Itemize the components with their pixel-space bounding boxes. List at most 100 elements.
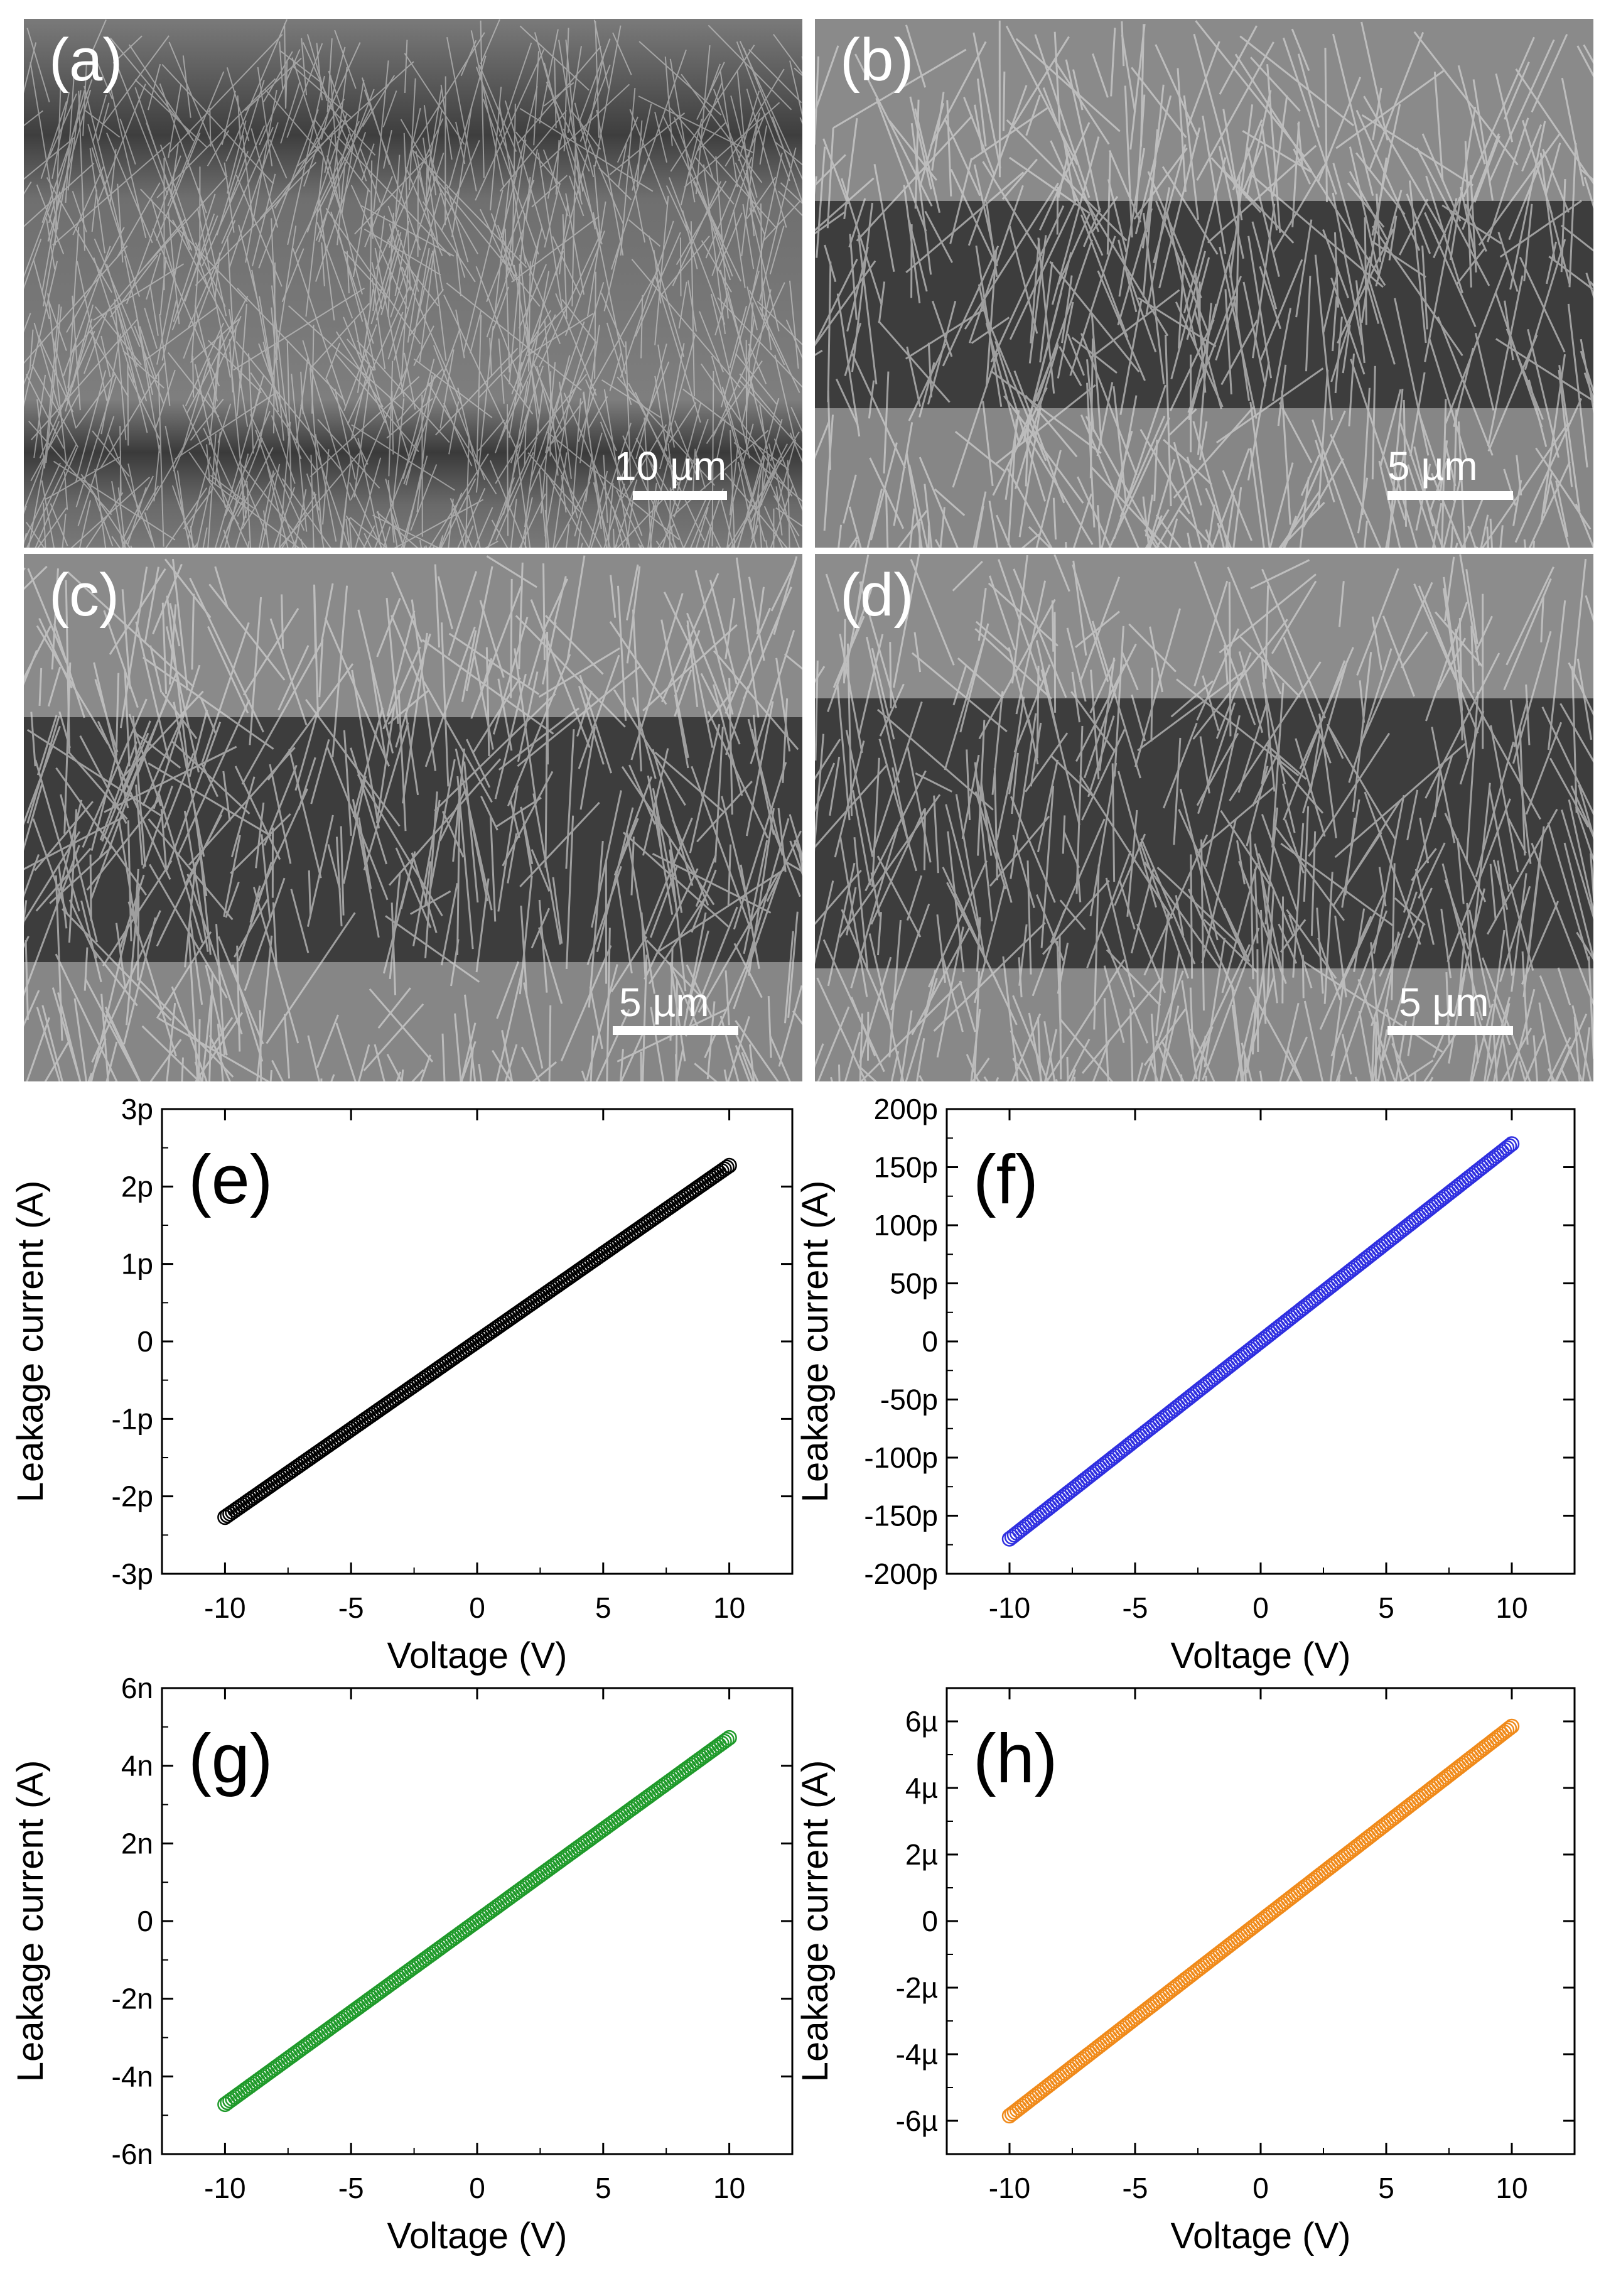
data-point xyxy=(1348,1839,1364,1855)
data-point xyxy=(1052,2069,1068,2085)
data-point xyxy=(706,1741,722,1757)
data-point xyxy=(1268,1902,1284,1917)
y-tick-label: -4µ xyxy=(896,2038,938,2071)
data-point xyxy=(679,1188,694,1203)
data-point xyxy=(1275,1316,1291,1331)
data-point xyxy=(295,2040,311,2055)
data-point xyxy=(628,1797,644,1814)
data-point xyxy=(245,2076,261,2092)
data-point xyxy=(1268,1321,1284,1338)
data-point xyxy=(1489,1148,1505,1164)
data-point xyxy=(709,1166,725,1183)
data-point xyxy=(1032,2084,1048,2101)
data-point xyxy=(598,1243,614,1260)
data-point xyxy=(1026,1511,1043,1527)
data-point xyxy=(1451,1178,1467,1193)
data-point xyxy=(1456,1174,1472,1189)
data-point xyxy=(555,1851,571,1867)
data-point xyxy=(540,1862,556,1878)
data-point xyxy=(434,1939,450,1955)
data-point xyxy=(1059,1485,1075,1502)
chart-1: -10 -5 0 5 10 -3p -2p -1p 0 1p 2p 3p Voltage (V) Leak… xyxy=(10,1093,794,1676)
data-point xyxy=(552,1853,568,1868)
data-point xyxy=(1428,1195,1445,1211)
data-point xyxy=(265,2062,281,2077)
data-point xyxy=(1376,1817,1392,1834)
data-point xyxy=(1134,2005,1151,2020)
data-point xyxy=(633,1794,649,1810)
panel-label: (e) xyxy=(188,1141,272,1218)
data-point xyxy=(527,1871,543,1887)
data-point xyxy=(330,1430,347,1446)
data-point xyxy=(298,1453,314,1469)
data-point xyxy=(1227,1353,1244,1369)
x-tick-label: -5 xyxy=(338,1591,364,1624)
data-point xyxy=(605,1238,622,1255)
data-point xyxy=(696,1748,712,1764)
data-point xyxy=(315,1441,331,1457)
data-point xyxy=(555,1274,571,1290)
data-point xyxy=(1220,1939,1236,1954)
data-point xyxy=(1484,1734,1500,1750)
data-point xyxy=(716,1161,732,1177)
data-point xyxy=(1426,1197,1442,1213)
data-point xyxy=(283,1463,299,1480)
data-point xyxy=(1107,1448,1123,1464)
data-point xyxy=(1062,1483,1078,1500)
data-point xyxy=(1491,1145,1507,1162)
data-point xyxy=(696,1175,712,1191)
data-point xyxy=(535,1287,551,1304)
data-point xyxy=(1406,1794,1422,1811)
data-point xyxy=(1139,2001,1156,2017)
data-point xyxy=(640,1214,657,1230)
data-point xyxy=(532,1867,548,1883)
data-point xyxy=(1247,1338,1264,1353)
data-point xyxy=(1335,1268,1352,1284)
y-tick-label: 2µ xyxy=(905,1838,938,1871)
data-point xyxy=(1011,1523,1028,1539)
data-point xyxy=(497,1893,513,1909)
data-point xyxy=(1386,1229,1402,1245)
data-point xyxy=(401,1381,417,1397)
data-point xyxy=(1172,1975,1188,1991)
data-point xyxy=(1423,1780,1440,1797)
data-point xyxy=(1232,1929,1249,1945)
data-point xyxy=(320,1437,337,1453)
data-point xyxy=(625,1225,642,1240)
data-point xyxy=(706,1168,722,1184)
data-point xyxy=(1049,1493,1065,1509)
data-point xyxy=(353,1414,369,1431)
data-point xyxy=(376,1981,392,1997)
data-point xyxy=(1290,1304,1306,1320)
data-point xyxy=(280,1465,296,1481)
data-point xyxy=(684,1184,699,1200)
data-point xyxy=(1142,1421,1158,1436)
data-point xyxy=(364,1990,379,2006)
data-point xyxy=(595,1821,611,1838)
data-point xyxy=(1453,1757,1470,1773)
data-point xyxy=(1001,2108,1018,2124)
scale-bar-label: 5 µm xyxy=(1399,980,1489,1025)
data-point xyxy=(1092,2038,1108,2054)
data-point xyxy=(1215,1363,1231,1379)
data-point xyxy=(1258,1909,1274,1925)
data-point xyxy=(1303,1874,1319,1890)
data-point xyxy=(338,2008,354,2025)
data-point xyxy=(542,1282,558,1299)
data-point xyxy=(489,1898,505,1914)
y-tick-label: 0 xyxy=(922,1905,938,1937)
data-point xyxy=(1119,2017,1136,2032)
data-point xyxy=(588,1251,604,1267)
y-tick-label: 6n xyxy=(121,1672,153,1704)
data-point xyxy=(333,2012,349,2028)
data-point xyxy=(401,1963,417,1979)
data-point xyxy=(409,1957,424,1973)
data-point xyxy=(1197,1956,1214,1972)
data-point xyxy=(1152,1412,1168,1429)
data-point xyxy=(1423,1199,1440,1215)
data-point xyxy=(1448,1179,1465,1195)
y-tick-label: 0 xyxy=(137,1905,153,1937)
data-point xyxy=(252,2071,268,2087)
data-point xyxy=(288,2045,304,2061)
data-point xyxy=(1044,1497,1060,1514)
